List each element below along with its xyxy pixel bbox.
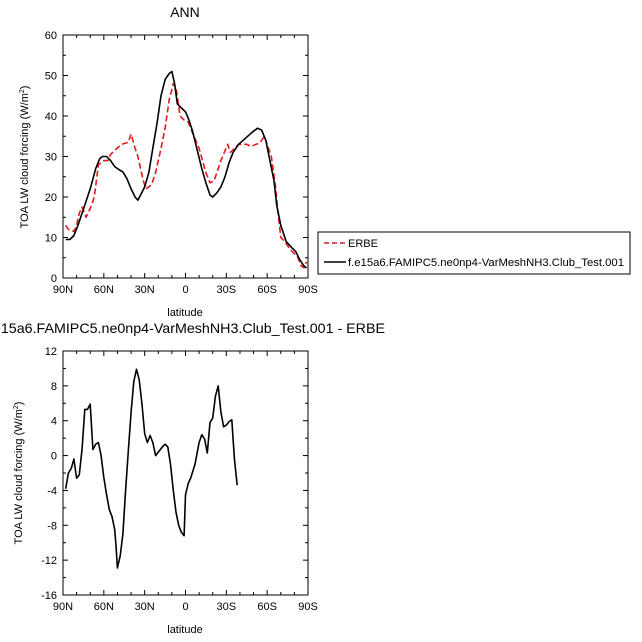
top-y-tick-label: 0 <box>51 273 57 285</box>
bottom-plot-frame <box>62 350 309 596</box>
legend-label-model: f.e15a6.FAMIPC5.ne0np4-VarMeshNH3.Club_T… <box>348 257 624 269</box>
bottom-x-tick-label: 90N <box>53 601 73 613</box>
bottom-y-axis-label: TOA LW cloud forcing (W/m2) <box>13 402 25 545</box>
bottom-y-tick-label: 8 <box>51 381 57 393</box>
bottom-y-tick-label: -12 <box>41 555 57 567</box>
top-x-tick-label: 30S <box>217 284 237 296</box>
bottom-x-tick-label: 60N <box>94 601 114 613</box>
top-y-tick-label: 30 <box>45 152 57 164</box>
top-y-tick-label: 40 <box>45 111 57 123</box>
top-x-tick-label: 90S <box>298 284 318 296</box>
top-y-tick-label: 20 <box>45 192 57 204</box>
bottom-x-tick-label: 30S <box>217 601 237 613</box>
top-y-tick-label: 60 <box>45 30 57 42</box>
top-series-line-0 <box>65 82 308 269</box>
bottom-x-tick-label: 30N <box>135 601 155 613</box>
top-x-tick-label: 60N <box>94 284 114 296</box>
top-plot-lines <box>65 70 308 269</box>
bottom-y-tick-label: -16 <box>41 590 57 602</box>
legend-box <box>317 231 631 275</box>
top-chart: ANN 90N 60N 30N 0 30S 60S 90S 0 10 20 30 40 50 60 lat… <box>19 4 318 319</box>
top-x-tick-label: 0 <box>182 284 188 296</box>
bottom-plot-lines <box>64 368 238 569</box>
top-y-tick-label: 50 <box>45 71 57 83</box>
top-axis-ticks: 90N 60N 30N 0 30S 60S 90S 0 10 20 30 40 50 60 <box>45 30 318 296</box>
legend-label-erbe: ERBE <box>348 238 378 250</box>
top-x-tick-label: 90N <box>53 284 73 296</box>
bottom-x-tick-label: 0 <box>182 601 188 613</box>
bottom-axis-ticks: 90N 60N 30N 0 30S 60S 90S -16 -12 -8 -4 0 4 8 12 <box>41 346 318 613</box>
bottom-x-axis-label: latitude <box>167 624 202 636</box>
top-y-tick-label: 10 <box>45 233 57 245</box>
top-x-tick-label: 60S <box>257 284 277 296</box>
bottom-x-tick-label: 90S <box>298 601 318 613</box>
top-x-axis-label: latitude <box>167 307 202 319</box>
bottom-y-tick-label: -4 <box>47 485 57 497</box>
bottom-y-tick-label: 0 <box>51 451 57 463</box>
bottom-x-tick-label: 60S <box>257 601 277 613</box>
bottom-series-line-0 <box>64 368 238 569</box>
bottom-y-tick-label: 12 <box>45 346 57 358</box>
bottom-chart: f.e15a6.FAMIPC5.ne0np4-VarMeshNH3.Club_T… <box>0 320 385 636</box>
top-x-tick-label: 30N <box>135 284 155 296</box>
legend: ERBE f.e15a6.FAMIPC5.ne0np4-VarMeshNH3.C… <box>317 231 631 275</box>
top-series-line-1 <box>65 70 308 269</box>
top-y-axis-label: TOA LW cloud forcing (W/m2) <box>19 86 31 229</box>
bottom-chart-title: f.e15a6.FAMIPC5.ne0np4-VarMeshNH3.Club_T… <box>0 320 385 336</box>
top-chart-title: ANN <box>170 4 200 20</box>
bottom-y-tick-label: -8 <box>47 520 57 532</box>
bottom-y-tick-label: 4 <box>51 416 57 428</box>
